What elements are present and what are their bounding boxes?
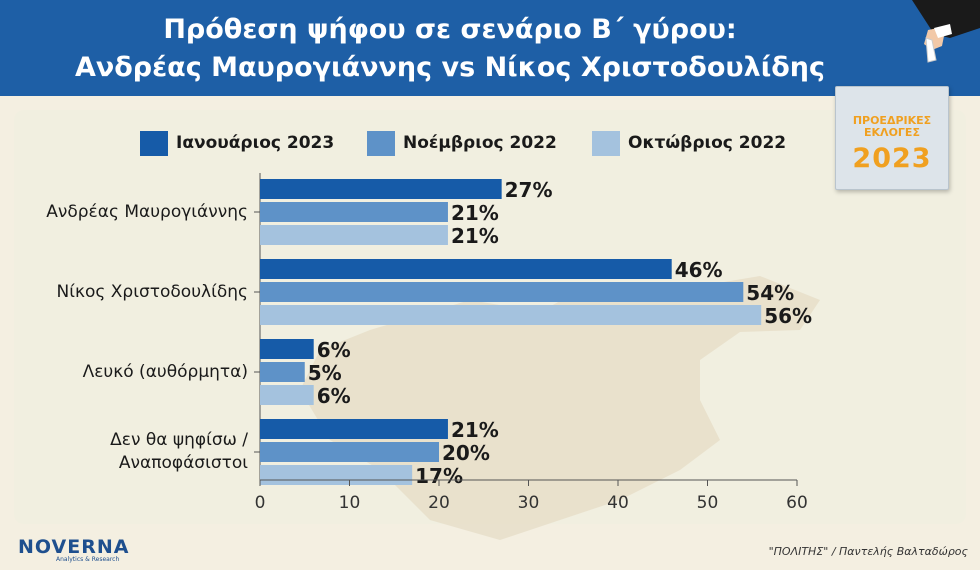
category-label: Λευκό (αυθόρμητα) xyxy=(83,361,248,384)
data-label: 54% xyxy=(746,281,794,305)
bar-1-1 xyxy=(260,179,502,199)
brand-subtitle: Analytics & Research xyxy=(56,556,120,563)
bar-3-4 xyxy=(260,465,413,485)
x-tick-label: 40 xyxy=(607,493,629,513)
data-label: 21% xyxy=(451,224,499,248)
bar-1-3 xyxy=(260,339,314,359)
ballot-hand-icon xyxy=(912,0,980,63)
x-tick-label: 20 xyxy=(428,493,450,513)
data-label: 46% xyxy=(675,258,723,282)
logo-line-2: ΕΚΛΟΓΕΣ xyxy=(864,126,920,139)
legend-item: Ιανουάριος 2023 xyxy=(140,129,334,157)
category-label-line: Λευκό (αυθόρμητα) xyxy=(82,361,248,382)
legend-label: Ιανουάριος 2023 xyxy=(176,133,335,153)
bar-2-2 xyxy=(260,282,744,302)
legend-swatch xyxy=(140,130,168,156)
data-label: 21% xyxy=(451,201,499,225)
data-label: 5% xyxy=(308,361,342,385)
x-tick-label: 30 xyxy=(518,493,540,513)
title-banner: Πρόθεση ψήφου σε σενάριο Β΄ γύρου: Ανδρέ… xyxy=(0,0,980,96)
bar-3-1 xyxy=(260,225,448,245)
bar-1-2 xyxy=(260,259,672,279)
logo-line-1: ΠΡΟΕΔΡΙΚΕΣ xyxy=(852,114,932,127)
data-label: 27% xyxy=(505,178,553,202)
logo-year: 2023 xyxy=(852,143,932,174)
x-tick-label: 0 xyxy=(255,493,266,513)
legend-label: Νοέμβριος 2022 xyxy=(403,133,557,153)
category-label-line: Αναποφάσιστοι xyxy=(118,453,248,473)
source-credit: "ΠΟΛΙΤΗΣ" / Παντελής Βαλταδώρος xyxy=(768,545,968,558)
data-label: 6% xyxy=(317,384,351,408)
brand-logo-text: NOVERNA xyxy=(18,536,130,558)
bar-3-3 xyxy=(260,385,314,405)
data-label: 6% xyxy=(317,338,351,362)
category-label: Ανδρέας Μαυρογιάννης xyxy=(46,201,248,224)
bar-3-2 xyxy=(260,305,762,325)
bar-2-4 xyxy=(260,442,439,462)
legend-item: Οκτώβριος 2022 xyxy=(592,129,786,157)
election-logo: ΠΡΟΕΔΡΙΚΕΣ ΕΚΛΟΓΕΣ 2023 xyxy=(835,86,949,190)
data-label: 56% xyxy=(764,304,812,328)
bar-2-3 xyxy=(260,362,305,382)
category-label: Δεν θα ψηφίσω / Αναποφάσιστοι xyxy=(110,429,248,475)
chart-title-line-1: Πρόθεση ψήφου σε σενάριο Β΄ γύρου: xyxy=(163,14,737,45)
bar-1-4 xyxy=(260,419,448,439)
category-label-line: Ανδρέας Μαυρογιάννης xyxy=(46,201,248,222)
x-tick-label: 10 xyxy=(339,493,361,513)
legend-item: Νοέμβριος 2022 xyxy=(367,129,557,157)
category-label-line: Νίκος Χριστοδουλίδης xyxy=(56,281,248,302)
data-label: 20% xyxy=(442,441,490,465)
x-tick-label: 50 xyxy=(697,493,719,513)
x-tick-label: 60 xyxy=(786,493,808,513)
legend-label: Οκτώβριος 2022 xyxy=(628,133,787,153)
category-label: Νίκος Χριστοδουλίδης xyxy=(57,281,248,304)
data-label: 21% xyxy=(451,418,499,442)
legend-swatch xyxy=(367,130,395,156)
bar-2-1 xyxy=(260,202,448,222)
category-label-line: Δεν θα ψηφίσω / xyxy=(110,430,248,450)
legend-swatch xyxy=(592,130,620,156)
chart-title-line-2: Ανδρέας Μαυρογιάννης vs Νίκος Χριστοδουλ… xyxy=(74,52,826,83)
